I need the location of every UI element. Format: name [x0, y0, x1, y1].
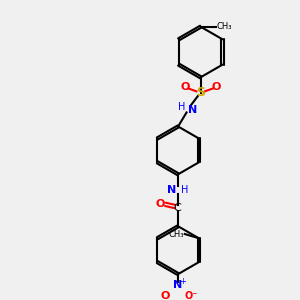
- Text: S: S: [196, 86, 205, 99]
- Text: H: H: [178, 102, 185, 112]
- Text: O: O: [181, 82, 190, 92]
- Text: H: H: [182, 185, 189, 195]
- Text: O: O: [156, 199, 165, 209]
- Text: O⁻: O⁻: [185, 291, 198, 300]
- Text: +: +: [179, 277, 186, 286]
- Text: N: N: [167, 185, 176, 195]
- Text: C: C: [174, 203, 182, 213]
- Text: CH₃: CH₃: [169, 230, 184, 238]
- Text: N: N: [188, 105, 197, 115]
- Text: CH₃: CH₃: [216, 22, 232, 31]
- Text: O: O: [212, 82, 221, 92]
- Text: N: N: [173, 280, 183, 290]
- Text: O: O: [161, 291, 170, 300]
